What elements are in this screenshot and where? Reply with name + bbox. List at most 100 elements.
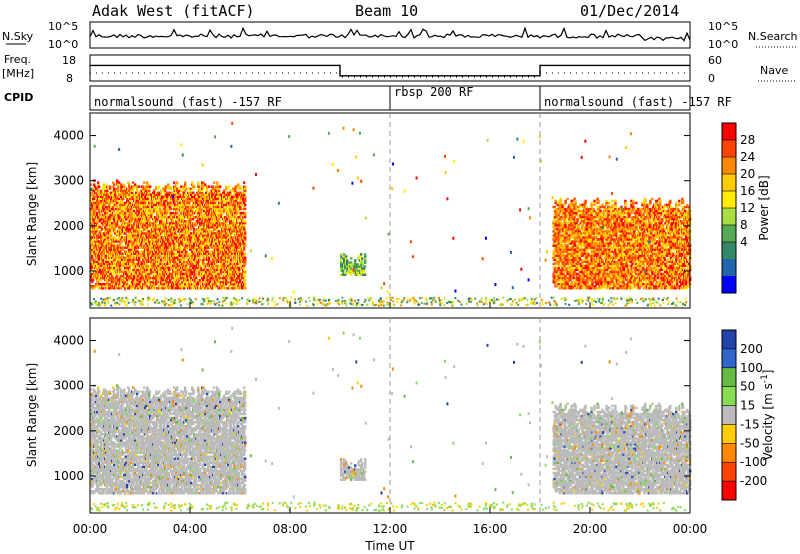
power-cell [212,193,215,197]
power-cell [130,260,133,264]
power-cell [131,201,134,205]
power-cell [185,215,188,219]
power-cell [146,246,149,249]
power-cell [128,222,131,225]
power-cell [142,266,145,270]
power-cell [106,262,109,266]
power-cell [208,230,211,233]
power-cell [178,189,181,192]
power-cell [157,213,160,217]
power-cell [96,240,99,243]
power-cell [212,207,215,211]
power-cell [126,215,129,219]
power-cell [143,287,146,290]
power-cell [136,189,139,192]
power-cell [216,203,219,207]
power-cell [141,226,144,229]
power-cell [102,256,105,259]
power-cell [150,213,153,217]
nave-tick-bottom: 0 [708,72,715,85]
power-cell [211,222,214,225]
power-cell [171,252,174,255]
power-cell [156,276,159,280]
cpid-segment-1: normalsound (fast) -157 RF [94,95,282,109]
power-cell [182,205,185,209]
power-cell [108,234,111,237]
power-cell [172,222,175,225]
power-cell [106,285,109,288]
power-cell [91,252,94,255]
power-cell [111,222,114,225]
power-cell [190,199,193,203]
power-cell [201,207,204,211]
power-cell [201,246,204,249]
power-cell [208,256,211,259]
power-cell [179,287,182,290]
power-cell [192,282,195,286]
power-cell [156,217,159,221]
power-cell [135,270,138,274]
power-cell [156,262,159,266]
power-cell [95,197,98,201]
power-cell [130,256,133,259]
power-cell [90,217,93,221]
power-cell [137,213,140,217]
power-cell [199,236,202,239]
power-cell [181,268,184,272]
power-cell [115,240,118,243]
power-cell [168,285,171,288]
power-cell [147,199,150,203]
power-cell [147,264,150,268]
power-cell [207,191,210,194]
power-cell [134,232,137,235]
power-cell [101,260,104,264]
power-cell [135,250,138,253]
power-cell [190,193,193,197]
power-cell [186,274,189,278]
power-cell [211,287,214,290]
power-cell [111,287,114,290]
power-cell [210,199,213,203]
power-cell [133,224,136,227]
power-cell [206,217,209,221]
power-cell [124,220,127,223]
power-cell [190,191,193,194]
power-cell [214,256,217,259]
power-cell [106,211,109,215]
power-cell [172,270,175,274]
power-cell [177,213,180,217]
power-cell [106,287,109,290]
power-cell [135,211,138,215]
power-cell [162,236,165,239]
power-cell [197,203,200,207]
power-cell [101,254,104,257]
power-cell [124,266,127,270]
power-cell [157,240,160,243]
power-cell [128,217,131,221]
power-cell [107,199,110,203]
power-cell [98,203,101,207]
power-cell [126,197,129,201]
power-cell [96,242,99,245]
power-cell [192,191,195,194]
power-cell [149,264,152,268]
power-cell [133,213,136,217]
power-cell [122,197,125,201]
power-cell [148,278,151,282]
power-cell [176,209,179,213]
power-cell [128,252,131,255]
power-cell [167,183,170,186]
power-cell [137,234,140,237]
power-cell [136,193,139,197]
power-cell [142,250,145,253]
power-cell [187,197,190,201]
power-cell [97,234,100,237]
power-cell [117,191,120,194]
power-cell [212,282,215,286]
power-cell [184,189,187,192]
power-cell [98,285,101,288]
power-cell [194,236,197,239]
power-cell [146,256,149,259]
power-cell [216,256,219,259]
power-cell [164,266,167,270]
